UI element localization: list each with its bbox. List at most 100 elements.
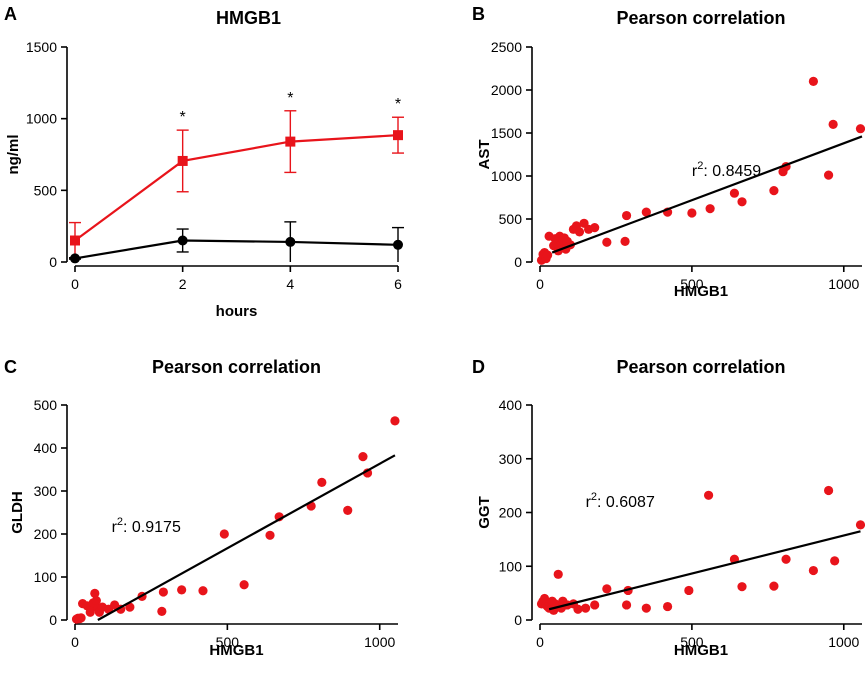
r-squared-base: r — [586, 494, 592, 511]
data-point — [828, 119, 838, 129]
x-tick-label: 4 — [286, 276, 294, 292]
y-tick-label: 0 — [49, 612, 57, 628]
r-squared-superscript: 2 — [117, 516, 123, 528]
regression-line — [548, 530, 861, 611]
chart-title: Pearson correlation — [616, 357, 785, 377]
data-point — [641, 603, 651, 613]
y-tick-label: 2500 — [491, 39, 522, 55]
y-tick-label: 0 — [514, 612, 522, 628]
scatter-points — [536, 76, 865, 265]
significance-marker: * — [395, 96, 401, 113]
x-tick-label: 0 — [536, 634, 544, 650]
data-point — [662, 601, 673, 612]
data-point — [684, 585, 694, 596]
data-point — [125, 602, 135, 612]
y-axis-label: GLDH — [9, 491, 26, 534]
panel-label: D — [472, 357, 485, 377]
r-squared-base: r — [112, 519, 118, 536]
x-tick-label: 0 — [536, 276, 544, 292]
data-point — [703, 490, 714, 500]
data-point — [198, 586, 208, 596]
regression-line — [97, 454, 396, 621]
y-tick-label: 300 — [34, 483, 58, 499]
r-squared-annotation: r2: 0.6087 — [586, 491, 655, 511]
data-point — [393, 130, 403, 141]
data-point — [602, 237, 612, 247]
data-point — [808, 76, 818, 86]
y-tick-label: 100 — [34, 569, 58, 585]
y-tick-label: 200 — [499, 505, 523, 521]
data-point — [76, 613, 86, 623]
significance-marker: * — [180, 109, 186, 126]
data-point — [393, 239, 403, 250]
data-point — [855, 520, 865, 530]
r-squared-value: : 0.9175 — [123, 519, 181, 536]
data-point — [317, 477, 327, 487]
series-1 — [69, 110, 404, 260]
data-point — [729, 188, 740, 198]
panel-b: B Pearson correlation05001000150020002500… — [472, 4, 865, 300]
y-axis-label: ng/ml — [5, 135, 22, 175]
series-line — [74, 134, 399, 242]
data-point — [590, 223, 600, 233]
data-point — [580, 603, 591, 613]
data-point — [177, 585, 187, 595]
data-point — [158, 587, 168, 597]
data-point — [823, 170, 834, 180]
x-tick-label: 500 — [216, 634, 240, 650]
r-squared-annotation: r2: 0.8459 — [692, 160, 761, 180]
data-point — [177, 155, 188, 166]
data-point — [830, 556, 840, 566]
y-tick-label: 0 — [49, 254, 57, 270]
y-tick-label: 1500 — [491, 125, 522, 141]
data-point — [553, 569, 563, 579]
scatter-points — [536, 485, 865, 615]
data-point — [177, 235, 188, 246]
x-tick-label: 6 — [394, 276, 402, 292]
y-tick-label: 500 — [34, 182, 58, 198]
significance-marker: * — [287, 90, 293, 107]
y-axis-label: GGT — [476, 496, 493, 529]
series-2 — [69, 221, 404, 264]
r-squared-value: : 0.6087 — [597, 494, 655, 511]
data-point — [542, 250, 553, 260]
data-point — [641, 207, 651, 217]
y-tick-label: 100 — [499, 558, 523, 574]
y-tick-label: 1000 — [26, 111, 57, 127]
data-point — [737, 197, 747, 207]
data-point — [70, 235, 80, 246]
data-point — [590, 600, 600, 610]
data-point — [157, 606, 167, 617]
x-axis-label: HMGB1 — [209, 642, 263, 659]
data-point — [91, 596, 101, 606]
data-point — [823, 485, 834, 496]
data-point — [239, 580, 249, 590]
data-point — [621, 600, 632, 610]
panel-a: A HMGB1 0 500 1000 1500 0 2 4 6 hours ng/ml * * * — [4, 4, 404, 320]
panel-d: D Pearson correlation 0 100 200 300 400 0 500 100… — [472, 357, 865, 659]
x-tick-label: 500 — [680, 276, 704, 292]
r-squared-base: r — [692, 163, 698, 180]
data-point — [285, 236, 296, 247]
data-point — [705, 204, 715, 214]
data-point — [769, 581, 779, 591]
data-point — [390, 416, 400, 426]
x-tick-label: 1000 — [364, 634, 395, 650]
y-tick-label: 500 — [499, 211, 523, 227]
data-point — [620, 236, 630, 246]
data-point — [808, 565, 818, 576]
data-point — [621, 210, 632, 221]
data-point — [343, 505, 353, 515]
y-tick-label: 500 — [34, 397, 58, 413]
y-tick-label: 0 — [514, 254, 522, 270]
y-tick-label: 400 — [34, 440, 58, 456]
data-point — [358, 452, 368, 462]
data-point — [573, 604, 583, 614]
x-tick-label: 1000 — [828, 634, 859, 650]
data-point — [687, 208, 697, 218]
chart-title: Pearson correlation — [616, 8, 785, 28]
panel-label: B — [472, 4, 485, 24]
x-axis-label: HMGB1 — [674, 283, 728, 300]
data-point — [737, 582, 747, 592]
data-point — [90, 588, 100, 598]
